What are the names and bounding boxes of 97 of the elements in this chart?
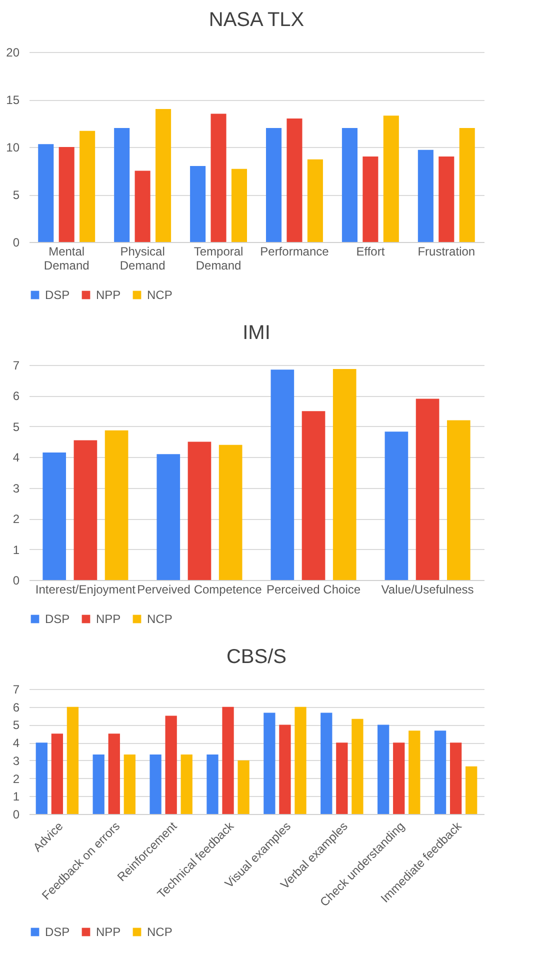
bar xyxy=(383,116,399,242)
y-tick-label: 1 xyxy=(12,790,20,804)
bar xyxy=(320,712,332,814)
bar xyxy=(188,442,212,580)
y-tick-label: 6 xyxy=(12,389,20,404)
x-tick-label: Physical Demand xyxy=(120,244,166,272)
bar xyxy=(165,716,177,814)
bar xyxy=(378,724,390,814)
bar xyxy=(80,130,96,242)
y-tick-label: 5 xyxy=(12,420,20,434)
bar xyxy=(418,150,434,242)
x-tick-label: Effort xyxy=(356,244,386,258)
y-tick-label: 20 xyxy=(6,46,20,60)
bar xyxy=(104,430,128,580)
bar xyxy=(156,454,180,580)
y-tick-label: 10 xyxy=(6,140,20,154)
bar xyxy=(302,411,326,580)
bar xyxy=(92,754,104,814)
bar xyxy=(266,128,282,242)
bar xyxy=(294,706,306,814)
bar xyxy=(416,398,440,580)
x-tick-label: Value/Usefulness xyxy=(381,582,474,596)
bar xyxy=(108,734,120,814)
y-tick-label: 1 xyxy=(12,542,20,557)
chart-title: IMI xyxy=(242,322,270,344)
y-tick-label: 0 xyxy=(12,574,20,588)
bar xyxy=(466,766,478,814)
y-tick-label: 6 xyxy=(12,700,20,714)
bar xyxy=(58,147,74,242)
y-tick-label: 4 xyxy=(12,450,20,465)
y-tick-label: 5 xyxy=(12,718,20,732)
bar xyxy=(51,734,64,814)
bar xyxy=(459,128,475,242)
legend-label: NCP xyxy=(147,925,172,939)
y-tick-label: 7 xyxy=(12,682,20,696)
bar xyxy=(180,754,192,814)
y-tick-label: 7 xyxy=(12,358,20,372)
y-tick-label: 4 xyxy=(12,736,20,750)
y-tick-label: 0 xyxy=(12,808,20,822)
y-tick-label: 0 xyxy=(12,236,20,250)
x-tick-label: Perceived Choice xyxy=(266,582,361,596)
bar xyxy=(434,730,446,814)
bar xyxy=(286,118,302,242)
legend-label: NPP xyxy=(96,925,121,939)
x-tick-label: Mental Demand xyxy=(44,244,90,272)
legend-label: NCP xyxy=(147,612,172,626)
bar xyxy=(38,144,54,242)
bar xyxy=(150,754,162,814)
y-tick-label: 3 xyxy=(12,754,20,768)
bar xyxy=(362,156,378,242)
bar xyxy=(384,432,408,580)
bar xyxy=(264,712,276,814)
y-tick-label: 2 xyxy=(12,512,20,526)
y-tick-label: 3 xyxy=(12,481,20,496)
x-tick-label: Frustration xyxy=(418,244,476,258)
bar xyxy=(238,760,250,814)
bar xyxy=(307,159,323,242)
bar xyxy=(218,444,242,580)
bar xyxy=(156,109,172,242)
legend-label: NPP xyxy=(96,288,121,302)
legend-label: DSP xyxy=(45,925,70,939)
bar xyxy=(279,724,291,814)
bar xyxy=(336,742,348,814)
y-tick-label: 15 xyxy=(6,93,20,107)
bar xyxy=(408,730,420,814)
bar xyxy=(210,114,226,242)
legend-label: NPP xyxy=(96,612,121,626)
x-tick-label: Temporal Demand xyxy=(194,244,244,272)
bar xyxy=(231,168,248,242)
legend-label: DSP xyxy=(45,612,70,626)
bar xyxy=(342,128,358,242)
bar xyxy=(393,742,405,814)
y-tick-label: 5 xyxy=(12,188,20,202)
bar xyxy=(66,706,79,814)
bar xyxy=(332,368,356,580)
bar xyxy=(134,170,150,242)
bar xyxy=(124,754,136,814)
chart-title: CBS/S xyxy=(226,646,287,668)
bar xyxy=(206,754,218,814)
bar xyxy=(446,420,470,580)
bar xyxy=(42,452,66,580)
bar xyxy=(450,742,462,814)
bar xyxy=(36,742,48,814)
bar xyxy=(222,706,234,814)
bar xyxy=(190,166,206,242)
bar xyxy=(438,156,454,242)
bar xyxy=(74,440,98,580)
chart-title: NASA TLX xyxy=(208,9,304,31)
bar xyxy=(270,370,294,580)
y-tick-label: 2 xyxy=(12,772,20,786)
legend-label: DSP xyxy=(45,288,70,302)
legend-label: NCP xyxy=(147,288,172,302)
x-tick-label: Interest/Enjoyment xyxy=(35,582,136,596)
bar xyxy=(352,718,364,814)
x-tick-label: Perveived Competence xyxy=(137,582,262,596)
x-tick-label: Performance xyxy=(260,244,330,258)
bar xyxy=(114,128,130,242)
